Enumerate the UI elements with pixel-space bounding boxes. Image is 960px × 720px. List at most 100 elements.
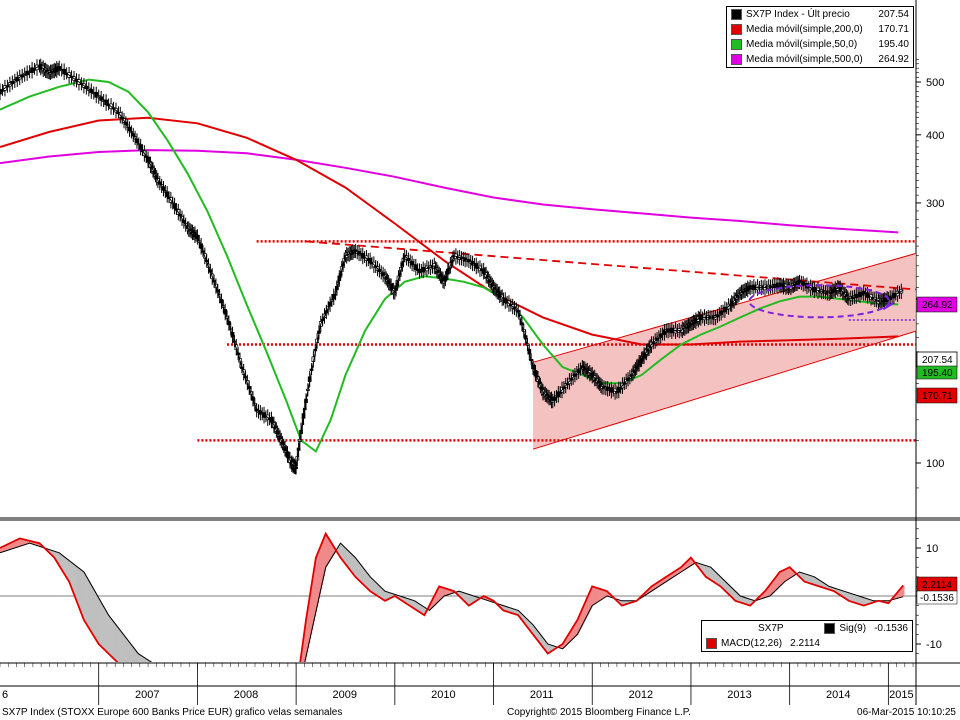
- macd-fill-slice: [829, 586, 831, 590]
- macd-fill-slice: [651, 586, 653, 592]
- macd-fill-slice: [58, 552, 60, 564]
- macd-fill-slice: [132, 645, 134, 662]
- macd-fill-slice: [352, 554, 354, 573]
- signal-line: [0, 542, 904, 662]
- macd-fill-slice: [714, 571, 716, 583]
- macd-fill-slice: [819, 580, 821, 587]
- macd-fill-slice: [807, 574, 809, 583]
- price-y-tick-label: 400: [926, 130, 944, 142]
- macd-fill-slice: [809, 575, 811, 584]
- macd-fill-slice: [301, 656, 303, 662]
- macd-fill-slice: [696, 562, 699, 566]
- macd-fill-slice: [551, 645, 554, 652]
- macd-fill-slice: [348, 550, 350, 568]
- macd-fill-slice: [294, 695, 295, 707]
- macd-fill-slice: [745, 597, 747, 604]
- macd-fill-slice: [662, 579, 664, 585]
- macd-fill-slice: [865, 598, 867, 605]
- macd-fill-slice: [547, 644, 550, 654]
- macd-fill-slice: [308, 601, 311, 644]
- macd-fill-slice: [529, 620, 531, 630]
- macd-fill-slice: [606, 590, 608, 597]
- macd-fill-slice: [87, 578, 90, 627]
- macd-line: [0, 531, 904, 662]
- macd-fill-slice: [534, 626, 536, 636]
- macd-fill-slice: [204, 695, 205, 705]
- macd-fill-slice: [507, 606, 509, 612]
- macd-fill-slice: [22, 539, 24, 546]
- macd-fill-slice: [515, 609, 517, 615]
- macd-fill-slice: [538, 632, 541, 643]
- macd-fill-slice: [60, 553, 62, 568]
- macd-fill-slice: [23, 539, 25, 546]
- macd-fill-slice: [861, 596, 863, 605]
- macd-fill-slice: [37, 542, 39, 546]
- macd-fill-slice: [175, 677, 176, 690]
- macd-fill-slice: [660, 580, 662, 586]
- macd-fill-slice: [619, 600, 622, 604]
- macd-fill-slice: [659, 581, 661, 587]
- macd-fill-slice: [378, 584, 380, 597]
- macd-fill-slice: [434, 596, 436, 606]
- legend-name-ma200: Media móvil(simple,200,0): [746, 24, 863, 35]
- macd-fill-slice: [33, 541, 35, 545]
- macd-fill-slice: [2, 546, 5, 552]
- macd-fill-slice: [894, 596, 896, 600]
- macd-fill-slice: [656, 583, 658, 588]
- macd-fill-slice: [415, 601, 417, 610]
- macd-fill-slice: [814, 576, 816, 585]
- macd-fill-slice: [589, 593, 591, 612]
- macd-fill-slice: [401, 596, 404, 601]
- macd-y-tick-label: -10: [926, 639, 942, 651]
- macd-fill-slice: [593, 586, 595, 605]
- macd-fill-slice: [193, 689, 194, 699]
- macd-fill-slice: [52, 550, 54, 556]
- macd-fill-slice: [387, 592, 390, 600]
- macd-fill-slice: [318, 550, 321, 599]
- macd-fill-slice: [671, 573, 673, 579]
- macd-fill-slice: [628, 600, 631, 604]
- macd-fill-slice: [655, 583, 657, 589]
- macd-fill-slice: [825, 583, 827, 589]
- macd-fill-slice: [76, 566, 79, 603]
- macd-fill-slice: [536, 629, 539, 640]
- macd-fill-slice: [608, 592, 610, 597]
- macd-fill-slice: [584, 604, 586, 621]
- macd-fill-slice: [399, 596, 402, 600]
- macd-fill-slice: [592, 586, 594, 606]
- macd-fill-slice: [732, 588, 734, 598]
- macd-fill-slice: [181, 681, 182, 693]
- macd-fill-slice: [408, 598, 410, 605]
- x-tick-label: 2008: [234, 689, 258, 701]
- legend-value-ma50: 195.40: [878, 39, 909, 50]
- macd-fill-slice: [826, 584, 828, 589]
- macd-fill-slice: [93, 589, 96, 636]
- macd-fill-slice: [450, 589, 452, 595]
- macd-fill-slice: [141, 655, 143, 662]
- macd-fill-slice: [299, 670, 300, 688]
- macd-fill-slice: [673, 572, 675, 578]
- macd-fill-slice: [465, 593, 468, 603]
- macd-fill-slice: [567, 636, 569, 644]
- macd-fill-slice: [411, 599, 413, 607]
- macd-fill-slice: [828, 585, 830, 590]
- x-tick-label: 2007: [135, 689, 159, 701]
- macd-fill-slice: [661, 580, 663, 585]
- macd-fill-slice: [813, 576, 815, 585]
- macd-fill-slice: [396, 595, 399, 598]
- macd-fill-slice: [729, 585, 731, 596]
- macd-fill-slice: [599, 588, 601, 602]
- macd-fill-slice: [730, 586, 732, 596]
- macd-fill-slice: [419, 604, 421, 612]
- macd-fill-slice: [575, 623, 577, 637]
- macd-fill-slice: [184, 683, 185, 695]
- macd-fill-slice: [350, 552, 352, 571]
- macd-fill-slice: [590, 590, 592, 610]
- macd-fill-slice: [382, 589, 385, 600]
- macd-fill-slice: [900, 588, 902, 598]
- macd-fill-slice: [528, 620, 530, 628]
- macd-fill-slice: [436, 592, 438, 604]
- macd-fill-slice: [331, 543, 333, 558]
- macd-fill-slice: [381, 587, 383, 599]
- macd-fill-slice: [506, 606, 508, 612]
